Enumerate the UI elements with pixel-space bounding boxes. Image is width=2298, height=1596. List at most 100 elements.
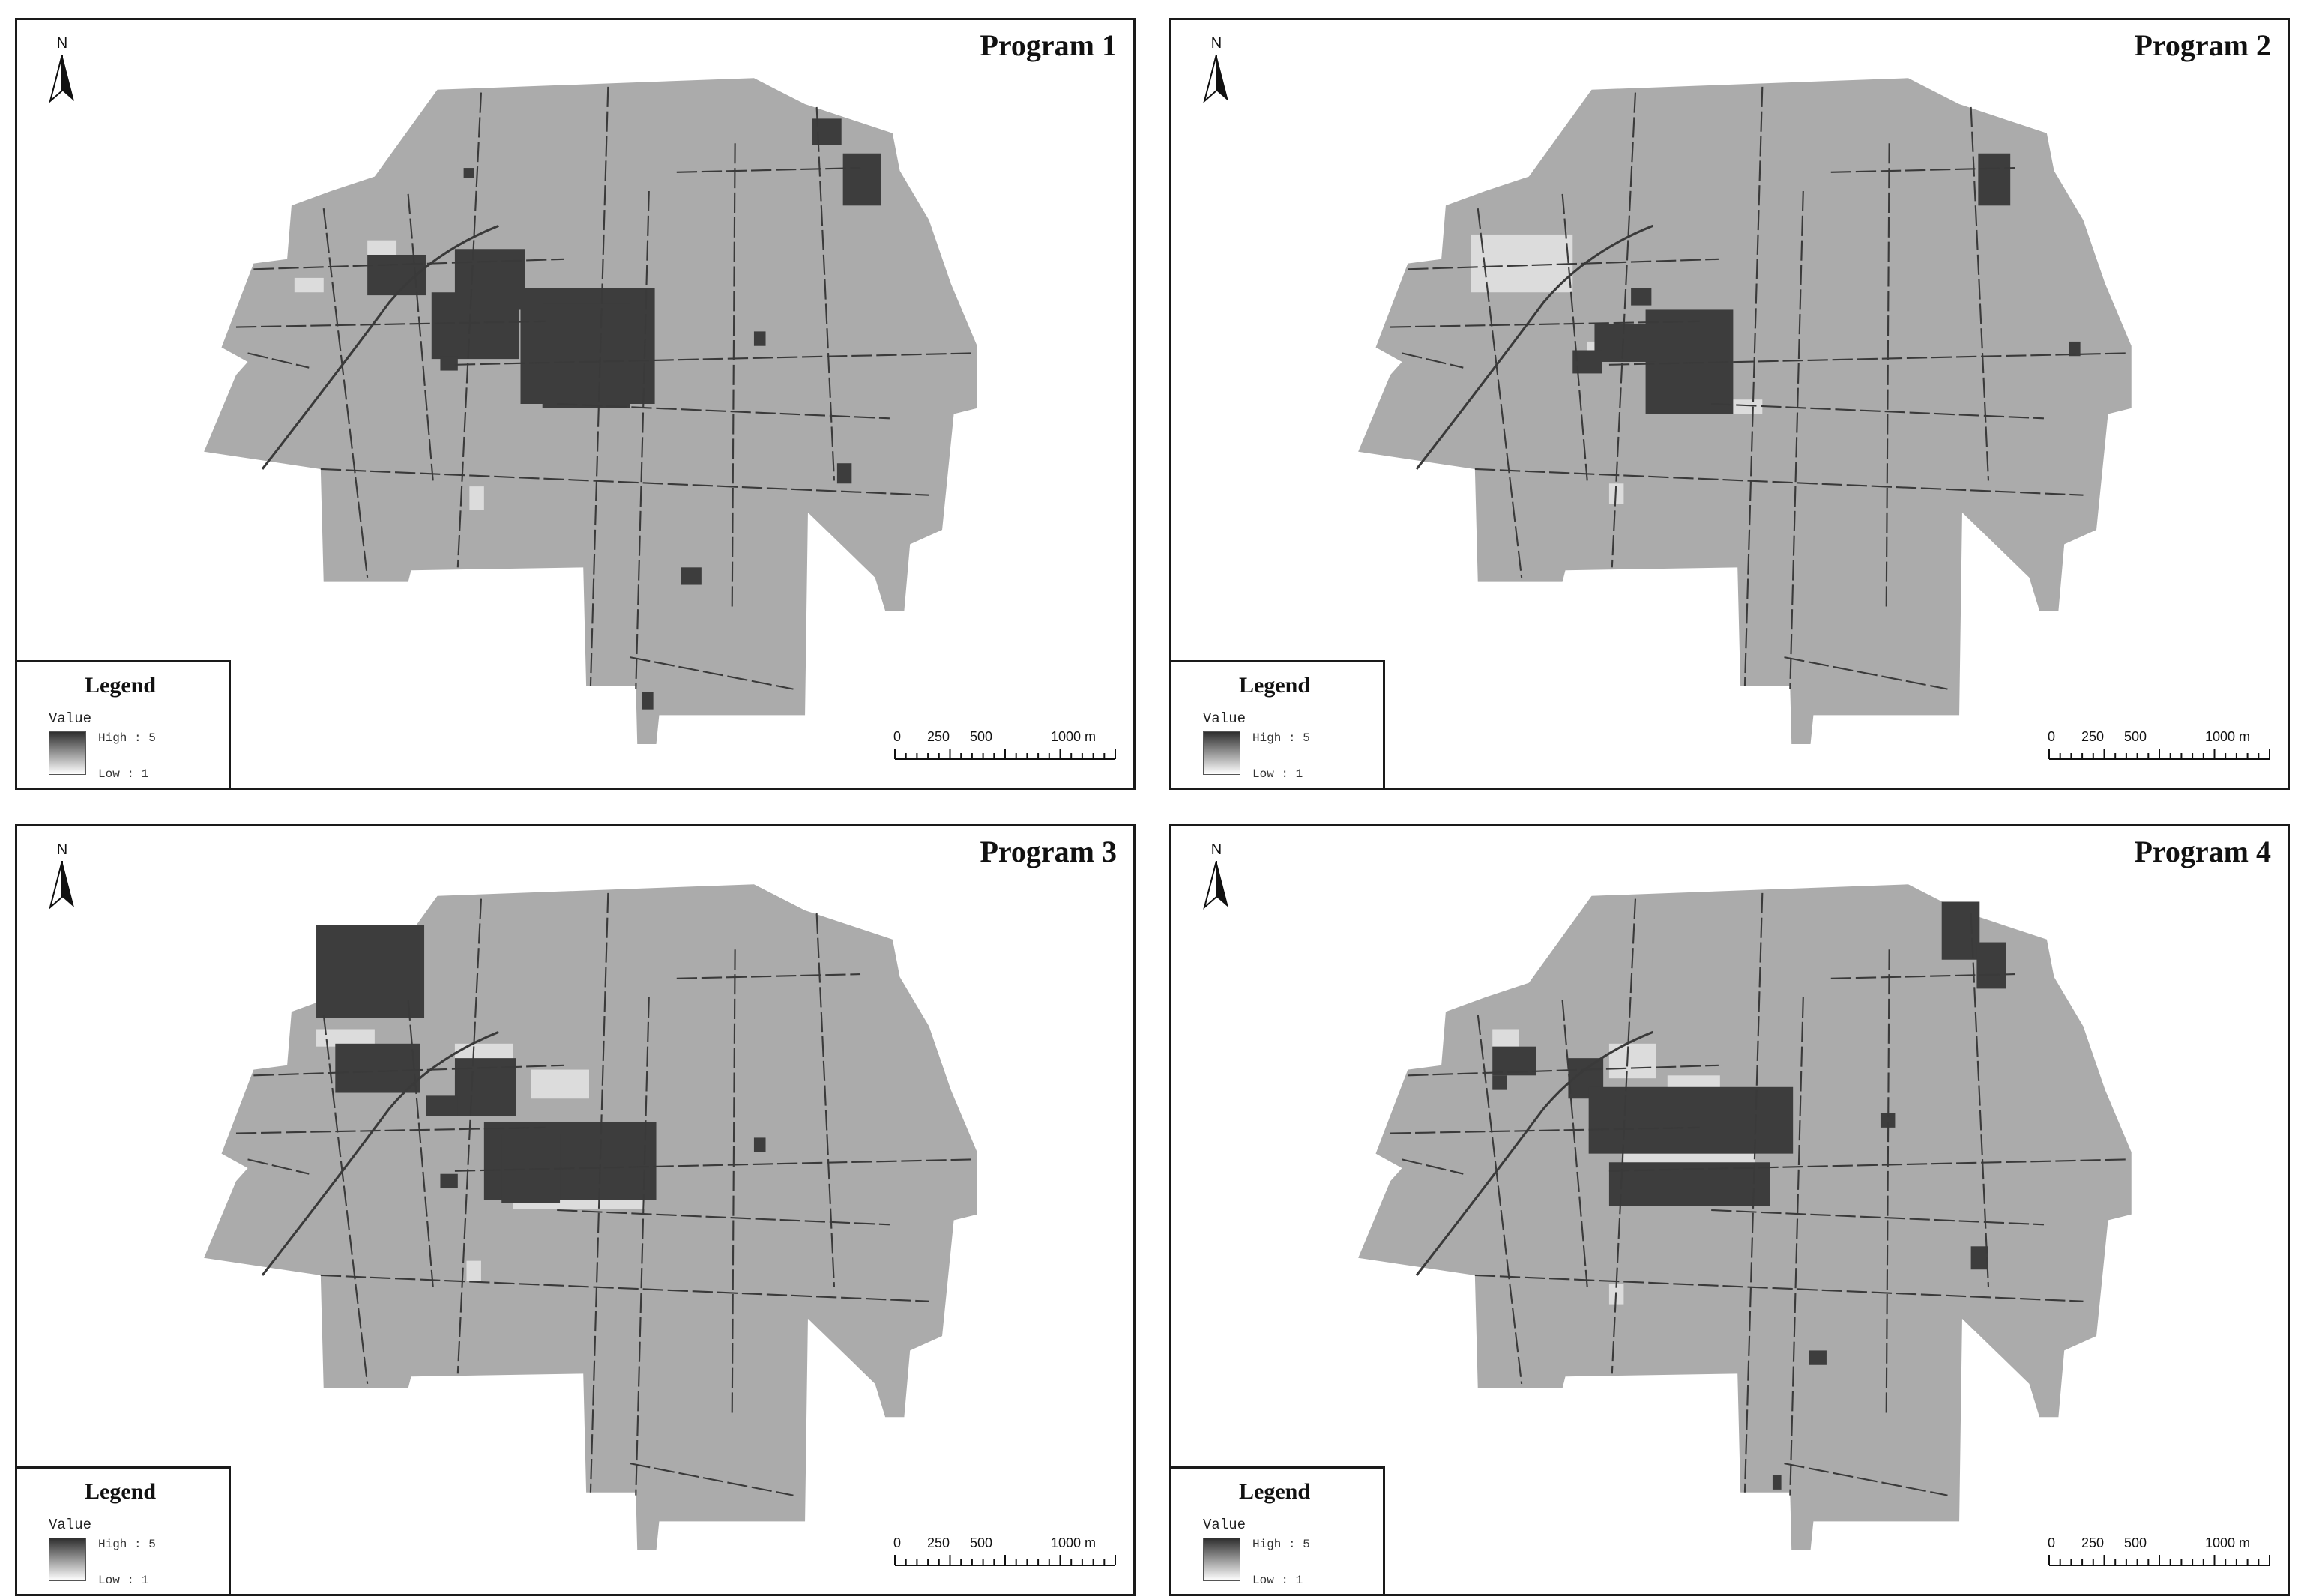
scale-bar-graphic	[2048, 749, 2270, 760]
road-line	[1784, 1463, 1948, 1496]
legend-field: Value	[1203, 1517, 1246, 1533]
legend-field: Value	[49, 710, 92, 727]
legend-low: Low : 1	[98, 767, 149, 781]
north-arrow: N	[47, 841, 92, 916]
legend-high: High : 5	[98, 731, 156, 745]
road-line	[635, 997, 650, 1496]
high-value-zone	[1976, 942, 2006, 989]
high-value-zone	[1631, 288, 1652, 306]
road-line	[1830, 973, 2015, 979]
road-line	[1885, 949, 1890, 1413]
legend-color-ramp	[49, 731, 86, 775]
road-line	[676, 973, 861, 979]
scale-label: 1000 m	[1051, 729, 1097, 744]
road-line	[1390, 1126, 1700, 1134]
scale-label: 0	[2048, 729, 2056, 744]
legend-high: High : 5	[1252, 1538, 1310, 1551]
scale-label: 250	[927, 729, 950, 744]
scale-bar: 0 250 500 1000 m	[893, 1532, 1118, 1577]
north-label: N	[1210, 35, 1222, 52]
road-line	[731, 949, 736, 1413]
map-panel-3: Program 3 N Legend Value High : 5 Low : 1 0 250…	[15, 824, 1136, 1596]
scale-label: 500	[970, 729, 993, 744]
scale-label: 1000 m	[2205, 1535, 2251, 1550]
road-line	[322, 208, 369, 578]
land-use-map	[1358, 884, 2132, 1551]
legend-low: Low : 1	[1252, 1574, 1303, 1587]
road-line	[1477, 1015, 1523, 1384]
high-value-zone	[836, 463, 852, 484]
scale-label: 250	[2081, 729, 2105, 744]
road-line	[1408, 258, 1719, 270]
high-value-zone	[753, 1137, 766, 1152]
scale-label: 250	[2081, 1535, 2105, 1550]
road-line	[235, 1126, 546, 1134]
road-line	[1611, 92, 1637, 568]
road-line	[1789, 190, 1804, 689]
road-line	[1608, 352, 2127, 366]
north-arrow: N	[47, 35, 92, 110]
road-line	[1561, 1000, 1588, 1287]
scale-bar-graphic	[894, 749, 1116, 760]
high-value-zone	[425, 1095, 458, 1116]
scale-label: 500	[2124, 729, 2147, 744]
legend-field: Value	[49, 1517, 92, 1533]
north-label: N	[56, 841, 68, 858]
high-value-zone	[1492, 1046, 1536, 1076]
road-line	[454, 1158, 973, 1172]
scale-bar: 0 250 500 1000 m	[2048, 726, 2273, 771]
road-line	[320, 468, 929, 496]
map-panel-2: Program 2 N Legend Value High : 5 Low : 1 0 250…	[1169, 18, 2290, 790]
high-value-zone	[753, 331, 766, 346]
high-value-zone	[642, 692, 654, 710]
legend-color-ramp	[1203, 731, 1240, 775]
road-line	[1743, 892, 1764, 1493]
high-value-zone	[1880, 1113, 1896, 1128]
railway-line	[261, 1030, 499, 1276]
legend-high: High : 5	[1252, 731, 1310, 745]
road-line	[589, 892, 609, 1493]
low-value-zone	[1492, 237, 1551, 281]
road-line	[1402, 1158, 1464, 1175]
low-value-zone	[294, 277, 324, 293]
road-line	[454, 352, 973, 366]
road-line	[1474, 468, 2084, 496]
legend-field: Value	[1203, 710, 1246, 727]
high-value-zone	[842, 153, 881, 206]
scale-label: 0	[893, 729, 902, 744]
road-line	[731, 143, 736, 607]
map-panel-4: Program 4 N Legend Value High : 5 Low : 1 0 250…	[1169, 824, 2290, 1596]
low-value-zone	[367, 240, 397, 255]
legend-box: Legend Value High : 5 Low : 1	[17, 1466, 231, 1594]
road-line	[247, 1158, 310, 1175]
road-line	[247, 352, 310, 369]
map-panel-1: Program 1 N Legend Value High : 5 Low : 1 0 250…	[15, 18, 1136, 790]
legend-high: High : 5	[98, 1538, 156, 1551]
railway-line	[1415, 1030, 1653, 1276]
road-line	[635, 190, 650, 689]
road-line	[1743, 86, 1764, 686]
road-line	[1390, 320, 1700, 328]
high-value-zone	[1492, 1075, 1507, 1090]
high-value-zone	[1772, 1475, 1782, 1490]
scale-label: 0	[2048, 1535, 2056, 1550]
north-arrow-icon	[49, 55, 74, 103]
north-label: N	[56, 35, 68, 52]
north-arrow: N	[1201, 35, 1246, 110]
scale-bar-graphic	[894, 1555, 1116, 1566]
high-value-zone	[431, 292, 519, 360]
road-line	[1711, 1209, 2044, 1226]
panel-title: Program 1	[980, 28, 1117, 62]
legend-box: Legend Value High : 5 Low : 1	[1171, 660, 1385, 788]
scale-bar: 0 250 500 1000 m	[893, 726, 1118, 771]
road-line	[407, 1000, 434, 1287]
legend-box: Legend Value High : 5 Low : 1	[17, 660, 231, 788]
road-line	[589, 86, 609, 686]
north-label: N	[1210, 841, 1222, 858]
road-line	[630, 656, 794, 690]
land-use-map	[1358, 78, 2132, 745]
panel-title: Program 3	[980, 835, 1117, 868]
scale-label: 1000 m	[2205, 729, 2251, 744]
legend-color-ramp	[49, 1538, 86, 1581]
district-area	[204, 78, 977, 745]
